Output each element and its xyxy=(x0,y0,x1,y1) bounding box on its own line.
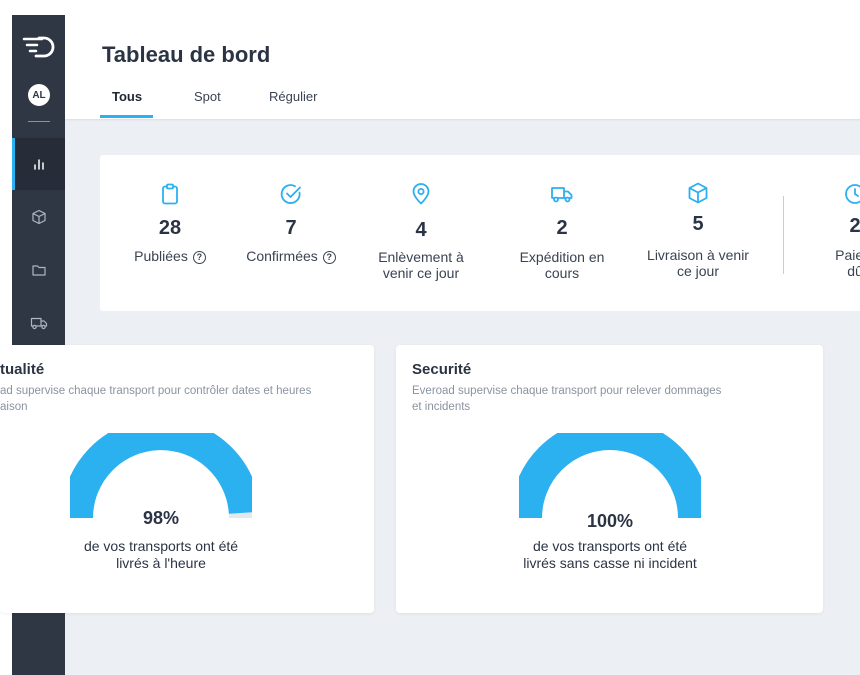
sidebar-item-documents[interactable] xyxy=(12,244,65,296)
folder-icon xyxy=(31,265,46,276)
card-description: ad supervise chaque transport pour contr… xyxy=(0,385,312,413)
stat-delivery-today[interactable]: 5 Livraison à venir ce jour xyxy=(633,155,763,311)
stat-label: Publiées? xyxy=(105,248,235,264)
stat-value: 2 xyxy=(556,217,568,239)
truck-icon xyxy=(551,187,573,203)
stat-label: Enlèvement à venir ce jour xyxy=(378,249,464,281)
tab-tous[interactable]: Tous xyxy=(112,89,143,104)
gauge-value: 98% xyxy=(142,508,180,528)
active-tab-indicator xyxy=(100,115,153,118)
tab-spot[interactable]: Spot xyxy=(194,89,221,104)
map-pin-icon xyxy=(412,183,430,205)
stat-label: Livraison à venir ce jour xyxy=(647,247,749,279)
stat-value: 7 xyxy=(285,217,297,239)
box-icon xyxy=(31,209,46,225)
stat-value: 4 xyxy=(415,219,427,241)
stat-published[interactable]: 28 Publiées? xyxy=(105,155,235,311)
stat-value: 28 xyxy=(158,217,182,239)
stat-value: 2 xyxy=(849,215,860,237)
stat-confirmed[interactable]: 7 Confirmées? xyxy=(226,155,356,311)
avatar[interactable]: AL xyxy=(28,84,50,106)
stat-payment-due[interactable]: 2 Paiemdû xyxy=(790,155,860,311)
page-header: Tableau de bord Tous Spot Régulier xyxy=(65,15,860,119)
sidebar-item-dashboard[interactable] xyxy=(12,138,65,190)
stat-label: Confirmées? xyxy=(226,248,356,264)
security-gauge xyxy=(519,433,701,519)
stat-pickup-today[interactable]: 4 Enlèvement à venir ce jour xyxy=(356,155,486,311)
package-icon xyxy=(688,182,708,204)
stat-in-transit[interactable]: 2 Expédition en cours xyxy=(497,155,627,311)
card-caption: de vos transports ont été livrés sans cas… xyxy=(523,538,697,571)
stats-divider xyxy=(783,196,784,274)
clipboard-icon xyxy=(162,183,178,205)
help-icon[interactable]: ? xyxy=(322,251,336,264)
card-description: Everoad supervise chaque transport pour … xyxy=(412,385,722,413)
stat-label: Paiemdû xyxy=(835,247,860,279)
punctuality-card: tualité ad supervise chaque transport po… xyxy=(0,345,374,613)
stats-summary-card: 28 Publiées? 7 Confirmées? 4 Enlèvement … xyxy=(100,155,860,311)
card-caption: de vos transports ont été livrés à l'heur… xyxy=(83,538,239,571)
sidebar-item-shipments[interactable] xyxy=(12,191,65,243)
gauge-value: 100% xyxy=(586,511,634,531)
stat-value: 5 xyxy=(692,213,704,235)
sidebar-item-transport[interactable] xyxy=(12,297,65,349)
bar-chart-icon xyxy=(33,159,44,170)
security-card: Securité Everoad supervise chaque transp… xyxy=(396,345,823,613)
punctuality-gauge xyxy=(70,433,252,519)
sidebar-divider xyxy=(28,121,50,122)
truck-icon xyxy=(30,317,47,330)
page-title: Tableau de bord xyxy=(102,42,271,67)
card-title: tualité xyxy=(0,361,45,378)
card-title: Securité xyxy=(412,361,472,378)
clock-icon xyxy=(845,184,860,204)
everoad-logo[interactable] xyxy=(22,35,56,59)
check-circle-icon xyxy=(280,184,301,204)
help-icon[interactable]: ? xyxy=(192,251,206,264)
tab-regulier[interactable]: Régulier xyxy=(269,89,318,104)
stat-label: Expédition en cours xyxy=(519,249,605,281)
